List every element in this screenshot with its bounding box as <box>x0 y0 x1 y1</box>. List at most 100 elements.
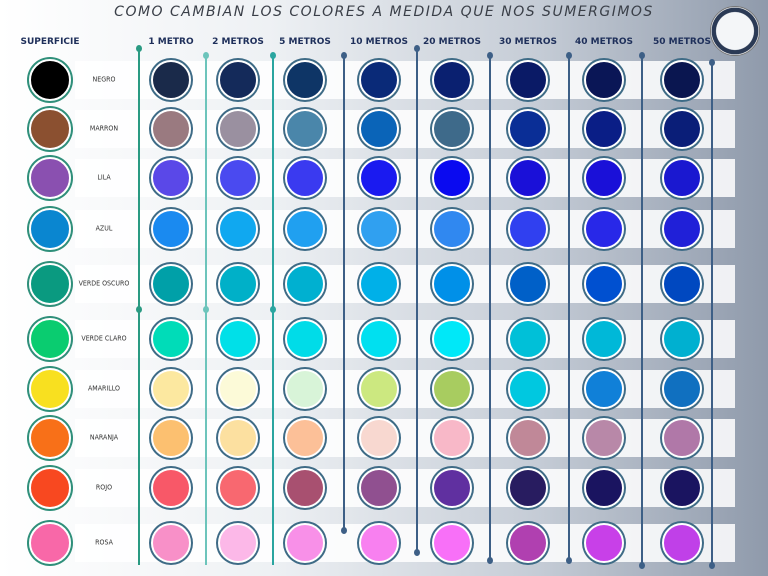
depth-header: 2 METROS <box>212 37 264 47</box>
depth-color-swatch <box>662 369 702 409</box>
depth-color-swatch <box>151 369 191 409</box>
color-label: LILA <box>97 173 111 182</box>
depth-color-swatch <box>508 264 548 304</box>
depth-color-swatch <box>584 468 624 508</box>
depth-color-swatch <box>508 523 548 563</box>
divider-dot <box>414 45 420 52</box>
depth-color-swatch <box>508 209 548 249</box>
color-label: MARRON <box>89 124 119 133</box>
divider-dot <box>639 562 645 569</box>
depth-color-swatch <box>662 418 702 458</box>
depth-header: 10 METROS <box>350 37 408 47</box>
depth-divider-line <box>343 55 345 530</box>
depth-header: 30 METROS <box>499 37 557 47</box>
depth-divider-line <box>489 55 491 560</box>
depth-color-swatch <box>218 158 258 198</box>
depth-color-swatch <box>432 369 472 409</box>
depth-color-swatch <box>662 468 702 508</box>
surface-color-swatch <box>29 368 71 410</box>
depth-color-swatch <box>359 264 399 304</box>
depth-color-swatch <box>359 468 399 508</box>
depth-divider-line <box>641 55 643 565</box>
depth-color-swatch <box>508 369 548 409</box>
surface-color-swatch <box>29 467 71 509</box>
depth-color-swatch <box>151 418 191 458</box>
depth-color-swatch <box>359 418 399 458</box>
color-label: AMARILLO <box>88 384 120 393</box>
surface-color-swatch <box>29 108 71 150</box>
depth-divider-line <box>568 55 570 560</box>
depth-color-swatch <box>662 109 702 149</box>
depth-color-swatch <box>151 264 191 304</box>
divider-dot <box>341 527 347 534</box>
depth-color-swatch <box>218 369 258 409</box>
depth-color-swatch <box>662 209 702 249</box>
depth-color-swatch <box>584 523 624 563</box>
surface-color-swatch <box>29 417 71 459</box>
divider-dot <box>709 59 715 66</box>
depth-color-swatch <box>285 369 325 409</box>
depth-color-swatch <box>584 418 624 458</box>
depth-color-swatch <box>359 109 399 149</box>
depth-color-swatch <box>218 523 258 563</box>
depth-header: 20 METROS <box>423 37 481 47</box>
depth-color-swatch <box>508 158 548 198</box>
depth-color-swatch <box>662 264 702 304</box>
depth-color-swatch <box>285 418 325 458</box>
divider-dot <box>487 557 493 564</box>
depth-header: 50 METROS <box>653 37 711 47</box>
depth-color-swatch <box>359 158 399 198</box>
depth-color-swatch <box>662 60 702 100</box>
surface-color-swatch <box>29 59 71 101</box>
depth-color-swatch <box>432 523 472 563</box>
depth-color-swatch <box>285 109 325 149</box>
depth-color-swatch <box>432 319 472 359</box>
divider-dot <box>136 45 142 52</box>
depth-color-swatch <box>151 60 191 100</box>
depth-header: 5 METROS <box>279 37 331 47</box>
depth-color-swatch <box>218 319 258 359</box>
depth-color-swatch <box>285 158 325 198</box>
divider-dot <box>487 52 493 59</box>
divider-dot <box>566 557 572 564</box>
depth-color-swatch <box>285 209 325 249</box>
depth-color-swatch <box>285 523 325 563</box>
divider-dot <box>414 549 420 556</box>
logo <box>710 6 760 56</box>
depth-color-swatch <box>508 418 548 458</box>
depth-color-swatch <box>218 60 258 100</box>
divider-dot <box>136 306 142 313</box>
color-label: ROSA <box>95 538 113 547</box>
depth-color-swatch <box>218 109 258 149</box>
depth-color-swatch <box>359 60 399 100</box>
depth-color-swatch <box>584 319 624 359</box>
depth-color-swatch <box>432 209 472 249</box>
depth-color-swatch <box>432 109 472 149</box>
depth-header: 40 METROS <box>575 37 633 47</box>
depth-color-swatch <box>662 523 702 563</box>
depth-color-swatch <box>662 158 702 198</box>
surface-color-swatch <box>29 157 71 199</box>
depth-color-swatch <box>508 468 548 508</box>
color-label: ROJO <box>95 483 113 492</box>
depth-color-swatch <box>584 369 624 409</box>
depth-color-swatch <box>584 158 624 198</box>
depth-color-swatch <box>218 209 258 249</box>
depth-header: 1 METRO <box>148 37 194 47</box>
color-label: VERDE OSCURO <box>78 279 130 288</box>
depth-color-swatch <box>151 523 191 563</box>
depth-color-swatch <box>359 319 399 359</box>
depth-color-swatch <box>432 418 472 458</box>
surface-color-swatch <box>29 263 71 305</box>
depth-divider-line <box>711 62 713 565</box>
color-label: NARANJA <box>89 433 119 442</box>
depth-color-swatch <box>151 209 191 249</box>
depth-color-swatch <box>218 264 258 304</box>
depth-color-swatch <box>359 369 399 409</box>
depth-color-swatch <box>508 109 548 149</box>
surface-header: SUPERFICIE <box>20 37 80 47</box>
depth-color-swatch <box>218 468 258 508</box>
depth-color-swatch <box>359 209 399 249</box>
depth-color-swatch <box>584 109 624 149</box>
depth-color-swatch <box>432 468 472 508</box>
